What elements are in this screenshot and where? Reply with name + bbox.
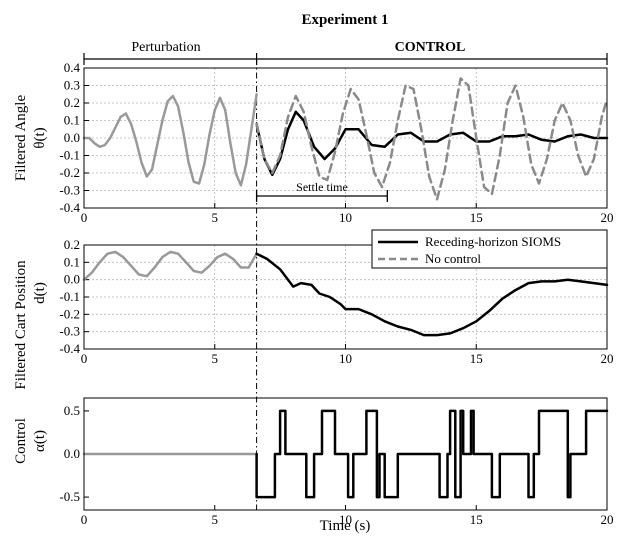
perturbation-label: Perturbation [131, 40, 200, 55]
x-tick-label: 20 [601, 210, 614, 225]
series-line-controlled [255, 252, 609, 337]
legend: Receding-horizon SIOMS No control [371, 229, 608, 269]
chart-title: Experiment 1 [301, 12, 388, 28]
x-tick-label: 0 [81, 351, 88, 366]
y-tick-label: 0.0 [64, 272, 80, 287]
y-tick-label: 0.0 [64, 130, 80, 145]
x-tick-label: 5 [212, 351, 219, 366]
y-tick-label: -0.2 [59, 165, 80, 180]
panel-control-yticks: -0.5 0.0 0.5 [59, 403, 89, 504]
panel-cart-yticks: -0.4 -0.3 -0.2 -0.1 0.0 0.1 0.2 [59, 237, 89, 356]
x-tick-label: 5 [212, 512, 219, 527]
y-tick-label: 0.1 [64, 113, 80, 128]
x-tick-label: 20 [601, 351, 614, 366]
x-tick-label: 10 [339, 210, 352, 225]
x-tick-label: 0 [81, 512, 88, 527]
control-label: CONTROL [395, 40, 466, 55]
y-tick-label: -0.3 [59, 183, 80, 198]
panel-control-frame [83, 397, 608, 511]
series-line-no-control [255, 77, 609, 201]
panel-cart-series [82, 250, 609, 337]
y-tick-label: 0.2 [64, 95, 80, 110]
y-tick-label: 0.3 [64, 78, 80, 93]
panel-angle-yticks: -0.4 -0.3 -0.2 -0.1 0.0 0.1 0.2 0.3 0.4 [59, 60, 89, 215]
y-tick-label: -0.1 [59, 289, 80, 304]
series-line-perturbation [82, 93, 258, 187]
x-tick-label: 15 [470, 351, 483, 366]
y-tick-label: -0.4 [59, 200, 80, 215]
panel-angle-xticks: 0 5 10 15 20 [81, 203, 614, 225]
y-tick-label: 0.1 [64, 254, 80, 269]
x-tick-label: 15 [470, 512, 483, 527]
y-tick-label: -0.1 [59, 148, 80, 163]
y-tick-label: 0.4 [64, 60, 81, 75]
y-tick-label: -0.3 [59, 324, 80, 339]
y-tick-label: 0.0 [64, 446, 80, 461]
legend-box [371, 229, 608, 269]
series-line-controlled [255, 409, 609, 499]
series-line-perturbation [82, 250, 258, 281]
y-tick-label: 0.2 [64, 237, 80, 252]
x-tick-label: 10 [339, 351, 352, 366]
panel-angle: Filtered Angle θ(t) -0.4 -0.3 -0.2 -0.1 0.0 0… [13, 60, 614, 225]
panel-cart-xticks: 0 5 10 15 20 [81, 344, 614, 366]
panel-angle-ylabel: Filtered Angle [13, 95, 29, 182]
panel-angle-ylabel-symbol: θ(t) [32, 127, 48, 148]
panel-control-series [82, 409, 609, 499]
panel-cart-ylabel: Filtered Cart Position [13, 260, 29, 390]
panel-angle-series [82, 77, 609, 201]
panel-control: Control α(t) -0.5 0.0 0.5 0 5 10 15 20 [13, 397, 614, 527]
x-tick-label: 10 [339, 512, 352, 527]
x-tick-label: 20 [601, 512, 614, 527]
x-axis-label: Time (s) [320, 518, 371, 534]
phase-bar: Perturbation CONTROL [83, 40, 608, 65]
panel-cart-frame [83, 244, 608, 350]
legend-label-no-control: No control [425, 251, 481, 266]
panel-control-ylabel: Control [13, 418, 29, 464]
y-tick-label: -0.4 [59, 341, 80, 356]
y-tick-label: -0.5 [59, 489, 80, 504]
series-line-controlled [255, 110, 609, 177]
y-tick-label: -0.2 [59, 306, 80, 321]
x-tick-label: 5 [212, 210, 219, 225]
panel-control-xticks: 0 5 10 15 20 [81, 505, 614, 527]
settle-time-label: Settle time [296, 180, 348, 194]
x-tick-label: 0 [81, 210, 88, 225]
panel-control-ylabel-symbol: α(t) [32, 430, 48, 452]
x-tick-label: 15 [470, 210, 483, 225]
settle-time-annotation: Settle time [255, 180, 388, 202]
panel-cart-position: Filtered Cart Position d(t) -0.4 -0.3 -0.2… [13, 229, 614, 390]
y-tick-label: 0.5 [64, 403, 80, 418]
panel-cart-ylabel-symbol: d(t) [32, 282, 48, 304]
panel-angle-frame [83, 67, 608, 209]
legend-label-controlled: Receding-horizon SIOMS [425, 234, 561, 249]
